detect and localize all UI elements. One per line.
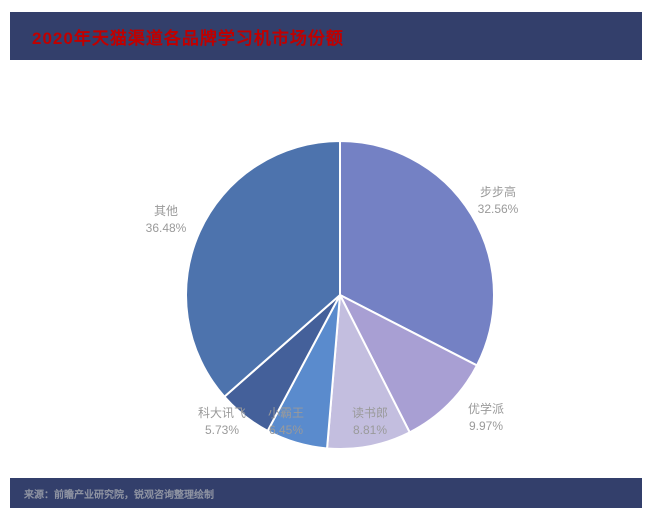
pie-label-name: 步步高 [479,185,516,199]
pie-label-dushulang: 读书郎 8.81% [330,405,410,439]
title-bar: 2020年天猫渠道各品牌学习机市场份额 [10,12,642,60]
pie-label-qita: 其他 36.48% [126,203,206,237]
pie-slice-qita [185,139,341,399]
pie-label-value: 36.48% [145,221,187,235]
pie-chart [185,139,495,450]
pie-label-xiaobawang: 小霸王 6.45% [246,405,326,439]
pie-label-value: 8.81% [352,423,388,437]
pie-label-name: 其他 [153,204,178,218]
chart-area: 步步高 32.56% 优学派 9.97% 读书郎 8.81% 小霸王 6.45%… [0,60,652,478]
pie-label-name: 读书郎 [351,406,388,420]
pie-label-name: 科大讯飞 [197,406,246,420]
pie-label-kedaxunfei: 科大讯飞 5.73% [182,405,262,439]
pie-label-value: 5.73% [204,423,240,437]
pie-label-bubugao: 步步高 32.56% [458,184,538,218]
page-title: 2020年天猫渠道各品牌学习机市场份额 [32,28,344,48]
pie-slice-bubugao [339,139,495,367]
pie-label-value: 9.97% [468,419,504,433]
pie-label-name: 小霸王 [267,406,304,420]
source-text: 来源：前瞻产业研究院，锐观咨询整理绘制 [24,489,214,501]
pie-label-value: 32.56% [477,202,519,216]
pie-label-value: 6.45% [268,423,304,437]
pie-label-name: 优学派 [467,402,504,416]
source-bar: 来源：前瞻产业研究院，锐观咨询整理绘制 [10,478,642,508]
pie-label-youxuepai: 优学派 9.97% [446,401,526,435]
pie-slice-dushulang [325,291,412,450]
pie-slice-youxuepai [337,292,479,434]
